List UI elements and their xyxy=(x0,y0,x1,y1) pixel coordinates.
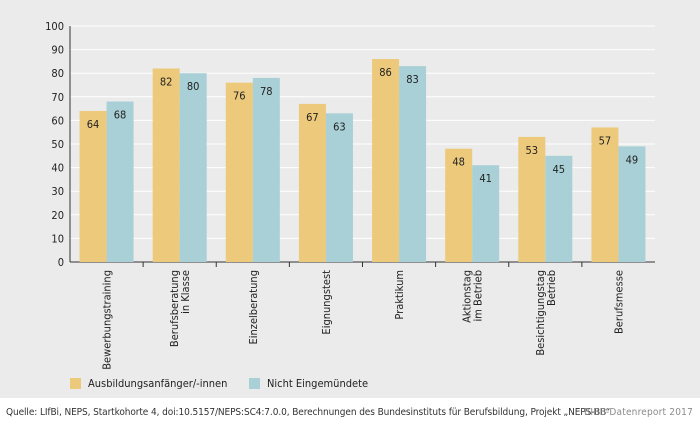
y-tick-label: 80 xyxy=(51,67,64,80)
bar-series1 xyxy=(372,59,400,262)
y-tick-label: 60 xyxy=(51,114,64,127)
legend-swatch-series1 xyxy=(70,377,81,389)
legend-swatch-series2 xyxy=(249,377,260,389)
bar-series2 xyxy=(106,101,134,263)
data-label: 64 xyxy=(87,118,100,131)
legend-label-series2: Nicht Eingemündete xyxy=(267,376,369,390)
data-label: 63 xyxy=(333,120,346,133)
data-label: 57 xyxy=(599,134,612,147)
bar-series2 xyxy=(545,155,573,262)
bar-series2 xyxy=(618,146,646,262)
x-tick-label-line: Eignungstest xyxy=(320,270,333,335)
bar-series2 xyxy=(325,113,353,262)
data-label: 45 xyxy=(553,163,566,176)
x-tick-label-line: Aktionstag xyxy=(461,270,474,323)
bar-series1 xyxy=(298,103,326,262)
x-tick-label-line: in Klasse xyxy=(179,270,192,314)
data-label: 82 xyxy=(160,75,173,88)
bar-series1 xyxy=(518,136,546,262)
legend-item-series1: Ausbildungsanfänger/-innen xyxy=(70,376,227,390)
bar-series2 xyxy=(399,66,427,263)
x-tick-label-line: im Betrieb xyxy=(472,270,485,321)
x-tick-label: Praktikum xyxy=(393,270,406,320)
y-tick-label: 50 xyxy=(51,138,64,151)
chart-panel: 0 10 20 30 40 50 60 70 80 90 100 64 68 Bewerbungstrai… xyxy=(0,0,700,398)
report-name: BIBB-Datenreport 2017 xyxy=(583,407,693,418)
y-tick-label: 100 xyxy=(45,20,64,33)
bar-series2 xyxy=(179,73,207,262)
y-tick-label: 90 xyxy=(51,44,64,57)
bar-series1 xyxy=(225,82,253,262)
bar-series1 xyxy=(591,127,619,262)
y-tick-label: 30 xyxy=(51,185,64,198)
y-tick-label: 20 xyxy=(51,209,64,222)
x-tick-label: Eignungstest xyxy=(320,270,333,335)
y-tick-label: 40 xyxy=(51,162,64,175)
data-label: 49 xyxy=(626,153,639,166)
x-tick-label: Aktionstagim Betrieb xyxy=(461,270,485,323)
data-label: 78 xyxy=(260,85,273,98)
x-tick-label-line: Besichtigungstag xyxy=(534,270,547,356)
y-tick-label: 10 xyxy=(51,232,64,245)
bar-chart: 0 10 20 30 40 50 60 70 80 90 100 64 68 Bewerbungstrai… xyxy=(45,20,655,370)
bar-series2 xyxy=(472,165,500,262)
x-tick-label-line: Bewerbungstraining xyxy=(101,270,114,370)
x-tick-label-line: Betrieb xyxy=(545,270,558,306)
data-label: 67 xyxy=(306,111,319,124)
data-label: 80 xyxy=(187,80,200,93)
footer: Quelle: LIfBi, NEPS, Startkohorte 4, doi… xyxy=(0,398,700,429)
data-label: 68 xyxy=(114,109,127,122)
x-tick-label-line: Einzelberatung xyxy=(247,270,260,345)
data-label: 41 xyxy=(479,172,492,185)
x-tick-label: Berufsberatungin Klasse xyxy=(168,270,192,347)
data-label: 53 xyxy=(526,144,539,157)
bar-series1 xyxy=(152,68,180,262)
data-label: 83 xyxy=(406,73,419,86)
x-tick-label-line: Praktikum xyxy=(393,270,406,320)
y-tick-label: 0 xyxy=(58,256,64,269)
x-tick-label-line: Berufsmesse xyxy=(612,270,625,334)
x-tick-label: Bewerbungstraining xyxy=(101,270,114,370)
x-tick-label: BesichtigungstagBetrieb xyxy=(534,270,558,356)
bar-series2 xyxy=(252,77,280,262)
legend-label-series1: Ausbildungsanfänger/-innen xyxy=(88,376,228,390)
y-tick-label: 70 xyxy=(51,91,64,104)
x-tick-label: Einzelberatung xyxy=(247,270,260,345)
bar-series1 xyxy=(79,110,107,263)
data-label: 48 xyxy=(452,156,465,169)
bar-series1 xyxy=(445,148,473,262)
data-label: 76 xyxy=(233,90,246,103)
source-note: Quelle: LIfBi, NEPS, Startkohorte 4, doi… xyxy=(6,407,611,418)
legend-item-series2: Nicht Eingemündete xyxy=(249,376,368,390)
x-tick-label-line: Berufsberatung xyxy=(168,270,181,347)
data-label: 86 xyxy=(379,66,392,79)
x-tick-label: Berufsmesse xyxy=(612,270,625,334)
